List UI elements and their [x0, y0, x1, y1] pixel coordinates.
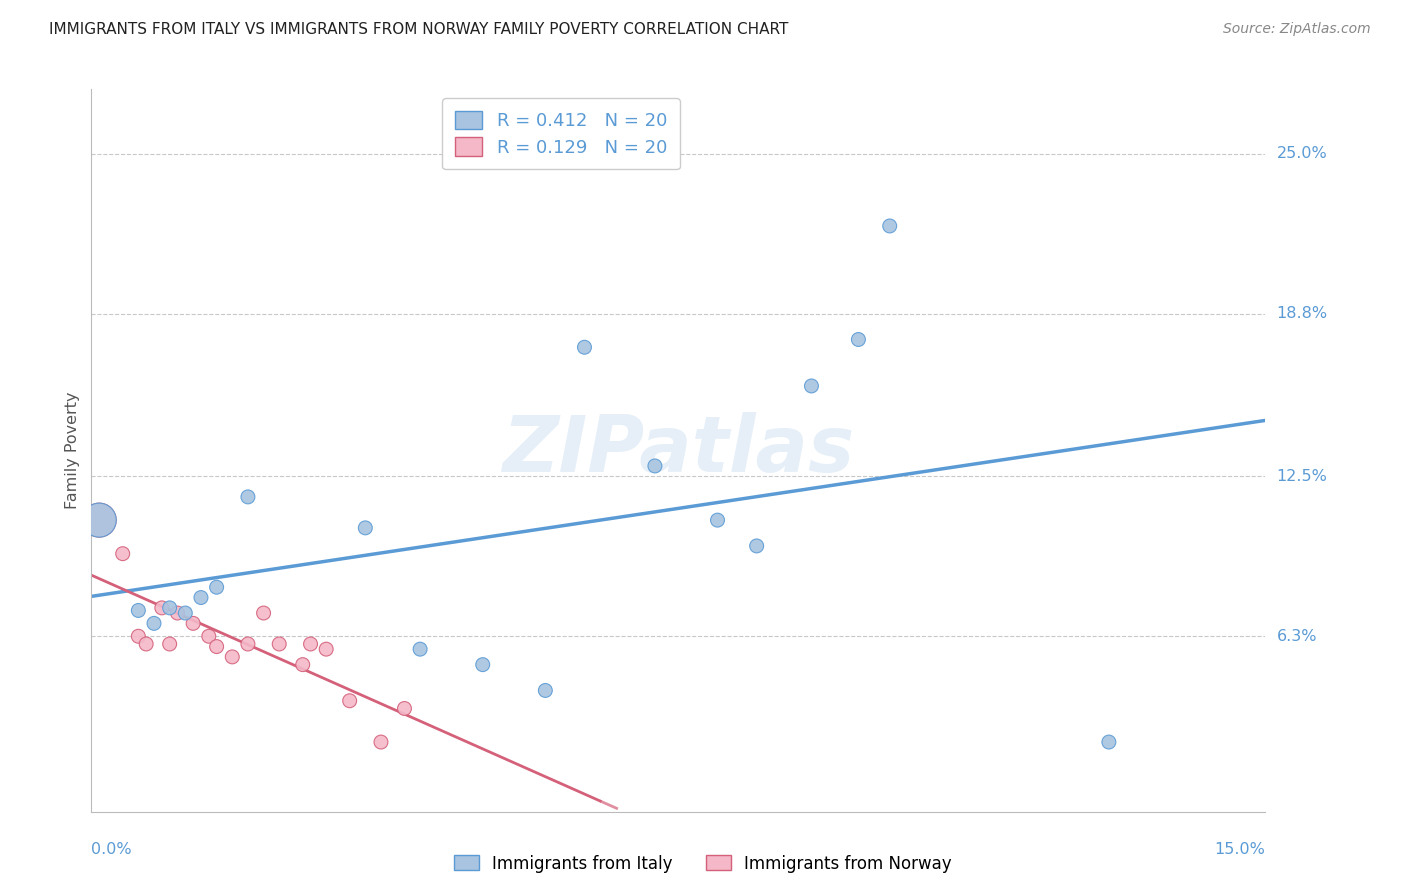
Point [574, 340, 596, 354]
Point [879, 219, 901, 233]
Point [205, 580, 228, 594]
Point [181, 616, 204, 631]
Point [221, 649, 243, 664]
Point [111, 547, 134, 561]
Text: 25.0%: 25.0% [1277, 146, 1327, 161]
Point [848, 333, 870, 347]
Point [370, 735, 392, 749]
Point [150, 600, 173, 615]
Point [299, 637, 322, 651]
Y-axis label: Family Poverty: Family Poverty [65, 392, 80, 509]
Point [706, 513, 728, 527]
Point [644, 458, 666, 473]
Point [166, 606, 188, 620]
Point [236, 637, 259, 651]
Text: ZIPatlas: ZIPatlas [502, 412, 855, 489]
Point [143, 616, 166, 631]
Text: 12.5%: 12.5% [1277, 469, 1327, 483]
Point [236, 490, 259, 504]
Point [471, 657, 494, 672]
Point [339, 694, 361, 708]
Text: 18.8%: 18.8% [1277, 306, 1327, 321]
Point [197, 629, 219, 643]
Point [159, 637, 181, 651]
Text: 15.0%: 15.0% [1215, 842, 1265, 857]
Point [409, 642, 432, 657]
Point [534, 683, 557, 698]
Point [800, 379, 823, 393]
Legend: R = 0.412   N = 20, R = 0.129   N = 20: R = 0.412 N = 20, R = 0.129 N = 20 [443, 98, 679, 169]
Point [291, 657, 314, 672]
Point [89, 513, 111, 527]
Text: Source: ZipAtlas.com: Source: ZipAtlas.com [1223, 22, 1371, 37]
Point [89, 513, 111, 527]
Point [269, 637, 291, 651]
Text: IMMIGRANTS FROM ITALY VS IMMIGRANTS FROM NORWAY FAMILY POVERTY CORRELATION CHART: IMMIGRANTS FROM ITALY VS IMMIGRANTS FROM… [49, 22, 789, 37]
Point [745, 539, 768, 553]
Point [127, 629, 149, 643]
Point [190, 591, 212, 605]
Point [394, 701, 416, 715]
Point [135, 637, 157, 651]
Point [174, 606, 197, 620]
Point [205, 640, 228, 654]
Point [1098, 735, 1121, 749]
Point [159, 600, 181, 615]
Point [127, 603, 149, 617]
Legend: Immigrants from Italy, Immigrants from Norway: Immigrants from Italy, Immigrants from N… [447, 848, 959, 880]
Point [252, 606, 274, 620]
Text: 6.3%: 6.3% [1277, 629, 1317, 644]
Text: 0.0%: 0.0% [91, 842, 132, 857]
Point [354, 521, 377, 535]
Point [315, 642, 337, 657]
